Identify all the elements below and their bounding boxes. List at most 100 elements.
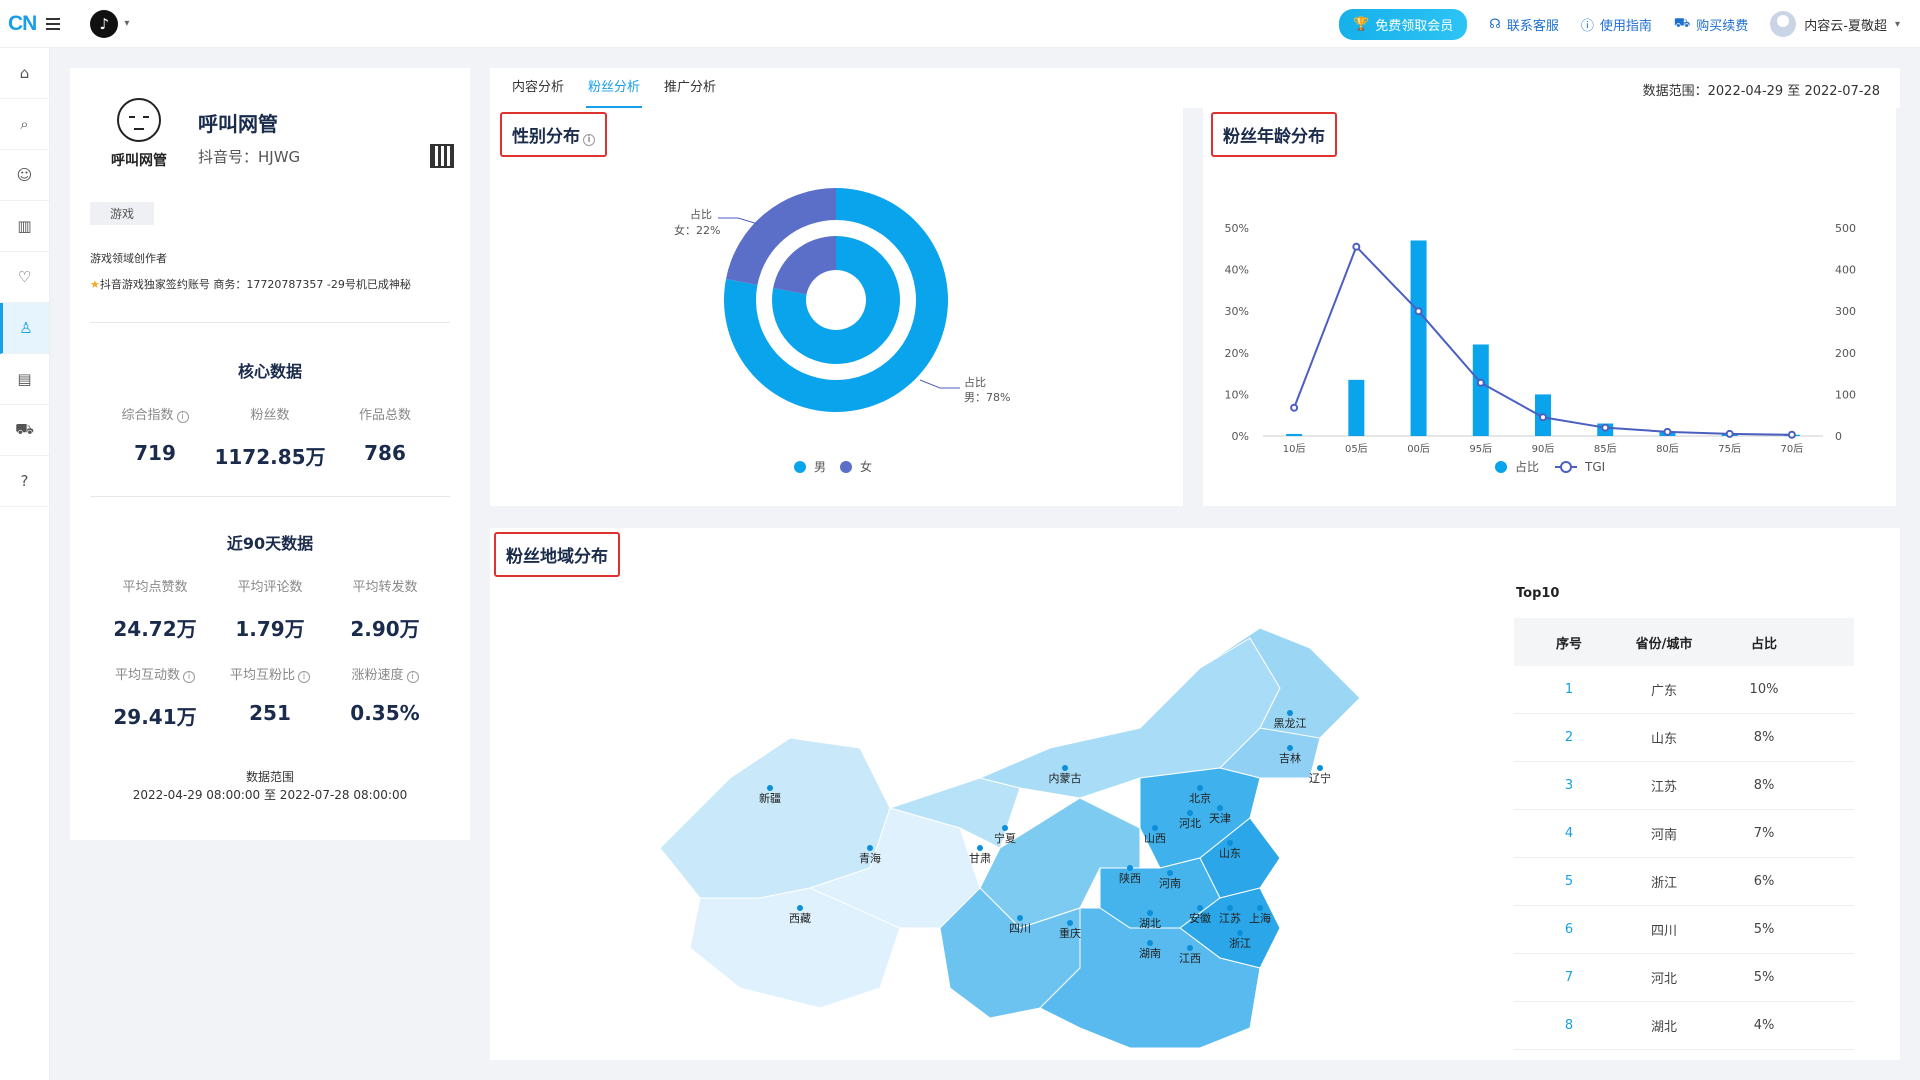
male-callout-ratio: 占比 [964,375,986,389]
user-menu[interactable]: 内容云-夏敬超 ▾ [1770,11,1900,37]
gender-slice-male-inner[interactable] [772,236,900,364]
age-legend: 占比 TGI [1495,458,1605,475]
gender-legend: 男 女 [794,458,872,475]
support-link[interactable]: ☊ 联系客服 [1489,15,1559,34]
male-callout-line [919,379,960,389]
y2-tick-label: 0 [1835,430,1842,443]
info-icon[interactable]: i [298,671,310,683]
profile-bio: ★抖音游戏独家签约账号 商务：17720787357 -29号机已成神秘 [90,276,411,292]
x-tick-label: 75后 [1718,443,1741,455]
stat-label: 涨粉速度 [351,668,404,683]
row-region: 河北 [1650,972,1677,987]
headset-icon: ☊ [1489,16,1501,32]
tgi-point-75后[interactable] [1725,429,1734,438]
help-icon: ? [20,472,29,490]
chevron-down-icon[interactable]: ▾ [124,18,130,29]
douyin-platform-icon[interactable]: ♪ [90,9,119,38]
buy-link[interactable]: ⛟ 购买续费 [1674,15,1748,34]
y-tick-label: 30% [1225,305,1249,318]
stat-label: 平均转发数 [352,580,418,595]
sidebar-item-favorite[interactable]: ♡ [0,252,49,303]
y-tick-label: 10% [1225,388,1249,401]
row-region: 江苏 [1650,780,1677,795]
tgi-point-90后[interactable] [1539,413,1547,422]
tgi-legend-label: TGI [1585,459,1606,474]
guide-link[interactable]: ⓘ 使用指南 [1581,15,1652,34]
tgi-point-85后[interactable] [1601,423,1610,432]
table-row: 4 河南 7% [1514,810,1854,858]
map-label: 陕西 [1119,871,1141,885]
sidebar-item-help[interactable]: ? [0,456,49,507]
map-label: 山东 [1219,847,1241,860]
tgi-point-05后[interactable] [1352,242,1361,251]
app-logo[interactable]: CN [8,12,37,36]
female-callout-line [718,217,759,225]
sidebar-item-document[interactable]: ▤ [0,354,49,405]
age-bar-00后[interactable] [1410,240,1427,436]
sidebar-item-account[interactable]: ☺ [0,150,49,201]
stat-label: 平均评论数 [237,580,303,595]
info-icon[interactable]: i [583,134,595,146]
tgi-point-95后[interactable] [1476,378,1485,387]
gender-slice-female-outer[interactable] [725,188,836,286]
map-label: 河北 [1179,817,1201,830]
info-icon[interactable]: i [406,671,419,683]
map-marker [1062,765,1068,771]
tgi-point-70后[interactable] [1787,430,1796,439]
buy-label: 购买续费 [1696,18,1749,34]
divider [90,322,450,323]
cart-icon: ⛟ [15,420,34,438]
age-bar-05后[interactable] [1348,379,1365,436]
map-label: 北京 [1189,791,1211,805]
tgi-point-10后[interactable] [1290,403,1299,412]
tgi-point-80后[interactable] [1663,427,1672,436]
tgi-point-00后[interactable] [1414,307,1423,316]
age-bar-10后[interactable] [1286,433,1303,436]
age-title: 粉丝年龄分布 [1211,112,1337,157]
sidebar-item-user[interactable]: ♙ [0,303,49,354]
tab-promotion-analysis[interactable]: 推广分析 [664,80,717,95]
chevron-down-icon: ▾ [1894,18,1900,30]
sidebar-item-cart[interactable]: ⛟ [0,405,49,456]
tab-fan-analysis[interactable]: 粉丝分析 [586,68,643,108]
stat-fans: 粉丝数 1172.85万 [205,404,335,470]
row-percent: 10% [1749,682,1779,697]
sidebar-item-search[interactable]: ⌕ [0,99,49,150]
map-marker [1287,710,1293,716]
tgi-legend-marker[interactable] [1555,460,1578,473]
data-range-value: 2022-04-29 08:00:00 至 2022-07-28 08:00:0… [132,788,408,802]
table-row: 6 四川 5% [1514,906,1854,954]
account-icon: ☺ [16,166,33,184]
gender-card: 性别分布 i 占比 男：78% 占比 女：22% 男 女 [490,108,1183,506]
recent-data-title: 近90天数据 [226,534,314,553]
female-legend-dot[interactable] [840,460,853,473]
age-card: 粉丝年龄分布 0% 0 10% 100 20% 200 30% 300 40% 400 50% 500… [1203,108,1896,506]
map-marker [1217,805,1223,811]
bar-legend-dot[interactable] [1495,460,1507,473]
age-bar-95后[interactable] [1472,344,1489,436]
gender-slice-female-inner[interactable] [773,236,836,295]
row-region: 四川 [1650,924,1677,939]
tab-content-analysis[interactable]: 内容分析 [512,80,565,95]
sidebar-item-chart[interactable]: ▥ [0,201,49,252]
map-label: 甘肃 [969,852,991,865]
stat-works: 作品总数 786 [320,404,450,465]
male-legend-dot[interactable] [794,460,806,473]
info-icon[interactable]: i [183,671,195,683]
map-marker [1197,785,1203,791]
vip-button[interactable]: 🏆 免费领取会员 [1339,8,1468,40]
profile-desc: 游戏领域创作者 [90,252,167,265]
sidebar-item-home[interactable]: ⌂ [0,48,49,99]
female-legend-label: 女 [860,460,873,474]
divider [90,496,450,497]
y-tick-label: 40% [1225,264,1249,277]
menu-toggle-icon[interactable] [46,17,61,30]
info-icon[interactable]: i [176,411,189,423]
row-index: 6 [1564,922,1574,937]
header-index: 序号 [1555,636,1582,652]
table-row: 3 江苏 8% [1514,762,1854,810]
y2-tick-label: 300 [1835,305,1856,318]
qr-code-icon[interactable] [430,144,454,168]
map-label: 新疆 [759,791,781,805]
